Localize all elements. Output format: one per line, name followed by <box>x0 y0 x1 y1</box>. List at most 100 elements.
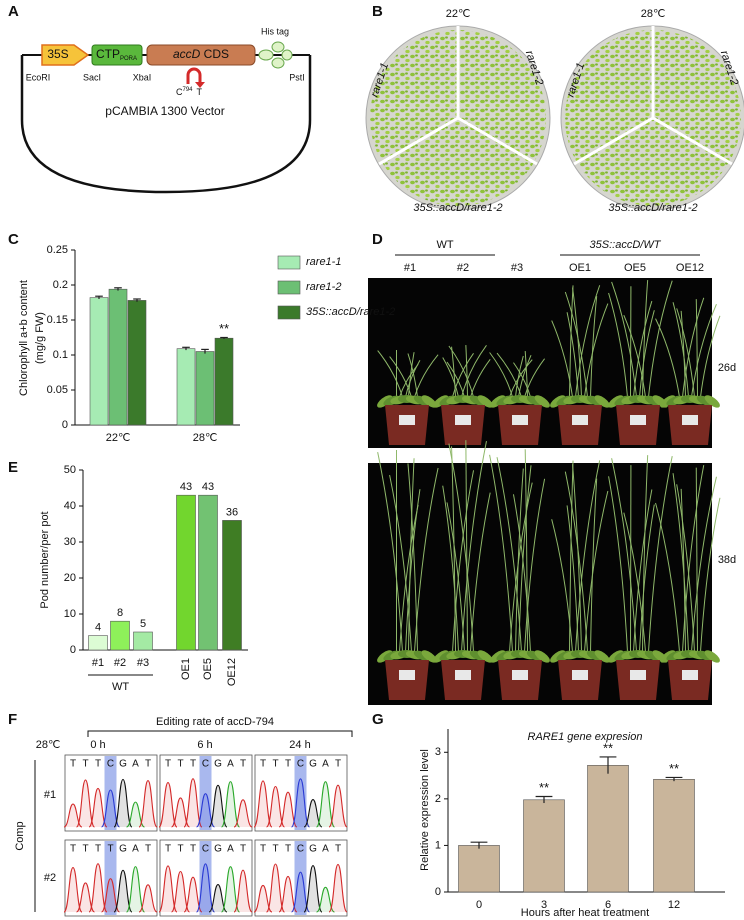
stem <box>700 497 721 653</box>
cds-suffix: CDS <box>204 47 229 61</box>
base-letter: T <box>70 759 76 770</box>
significance: ** <box>539 780 549 795</box>
x-tick-label: 0 <box>476 899 482 911</box>
bar <box>176 494 196 651</box>
base-letter: T <box>335 759 341 770</box>
x-tick-label: 3 <box>541 899 547 911</box>
y-tick-label: 0.1 <box>53 349 68 361</box>
bar <box>89 297 109 426</box>
base-letter: T <box>70 844 76 855</box>
title-bracket <box>87 730 353 737</box>
time-label: 6 h <box>197 739 212 751</box>
pot-tag <box>455 670 471 680</box>
pot-tag <box>572 670 588 680</box>
panel-label: G <box>372 711 384 728</box>
trace-peak <box>315 781 336 828</box>
legend-label: 35S::accD/rare1-2 <box>306 306 395 318</box>
stem <box>470 359 491 398</box>
stem <box>551 519 573 653</box>
base-letter: G <box>119 844 127 855</box>
transit-label: CTPPORA <box>96 47 137 61</box>
plate-temperature: 22℃ <box>446 8 471 20</box>
base-letter: T <box>165 844 171 855</box>
promoter-label: 35S <box>47 47 68 61</box>
y-axis-label: Relative expression level <box>419 749 431 871</box>
stem <box>676 484 695 653</box>
line-label: #1 <box>404 262 416 274</box>
stem <box>623 512 646 653</box>
value-label: 5 <box>140 618 146 630</box>
value-label: 8 <box>117 607 123 619</box>
stem <box>513 362 531 398</box>
stem <box>590 478 598 653</box>
stem <box>569 285 574 398</box>
leaf <box>534 650 550 663</box>
stem <box>405 360 421 398</box>
legend-label: rare1-1 <box>306 256 341 268</box>
cds-label: accD CDS <box>173 47 229 61</box>
stem <box>608 292 628 398</box>
panel-label: C <box>8 231 19 248</box>
base-letter: G <box>309 759 317 770</box>
base-letter: T <box>145 759 151 770</box>
stage-label: 26d <box>718 362 736 374</box>
base-letter: G <box>309 844 317 855</box>
his-tag-icon <box>258 41 293 69</box>
stem <box>448 443 474 653</box>
base-letter: A <box>227 844 234 855</box>
stem <box>512 494 531 653</box>
bar <box>88 635 108 651</box>
stem <box>377 451 403 653</box>
edit-site-highlight <box>199 841 212 915</box>
stem <box>448 345 474 398</box>
stem <box>496 457 522 653</box>
base-letter: T <box>177 759 183 770</box>
x-tick-label: #3 <box>137 657 149 669</box>
group-label: Comp <box>14 821 26 850</box>
x-tick-label: #1 <box>92 657 104 669</box>
value-label: 43 <box>202 481 214 493</box>
transit-name: CTP <box>96 47 120 61</box>
y-tick-label: 20 <box>64 572 76 584</box>
y-tick-label: 50 <box>64 464 76 476</box>
stem <box>408 352 415 398</box>
stem <box>682 465 705 653</box>
significance: ** <box>669 761 679 776</box>
y-tick-label: 3 <box>435 746 441 758</box>
leaf <box>594 395 610 408</box>
group-label: WT <box>112 681 129 693</box>
stem <box>518 355 532 398</box>
trace-peak <box>158 865 178 913</box>
edit-arrow <box>186 67 202 84</box>
trace-peak <box>278 791 298 828</box>
stem <box>680 488 686 653</box>
edit-site-highlight <box>199 756 212 830</box>
base-letter: T <box>95 844 101 855</box>
x-axis-label: Hours after heat treatment <box>521 907 649 919</box>
vector-backbone <box>20 55 312 194</box>
stem <box>633 300 653 398</box>
bar <box>176 348 196 426</box>
stem <box>676 308 695 398</box>
line-label: OE12 <box>676 262 704 274</box>
stem <box>648 280 673 398</box>
line-label: #2 <box>457 262 469 274</box>
y-axis-label: (mg/g FW) <box>34 312 46 364</box>
base-letter: T <box>145 844 151 855</box>
panel-label: E <box>8 459 18 476</box>
stem <box>446 361 465 398</box>
stem <box>648 456 673 653</box>
stem <box>695 467 698 653</box>
base-letter: C <box>202 844 209 855</box>
trace-peak <box>125 866 146 913</box>
leaf <box>534 395 550 408</box>
plate: 22℃ rare1-1 rare1-2 35S::accD/rare1-2 <box>365 8 551 214</box>
base-letter: T <box>190 844 196 855</box>
site-label: XbaI <box>133 72 152 82</box>
stem <box>623 314 646 398</box>
stem <box>524 449 528 653</box>
stem <box>465 345 468 398</box>
trace-peak <box>233 869 253 913</box>
stem <box>639 504 655 653</box>
trace-peak <box>265 863 286 913</box>
